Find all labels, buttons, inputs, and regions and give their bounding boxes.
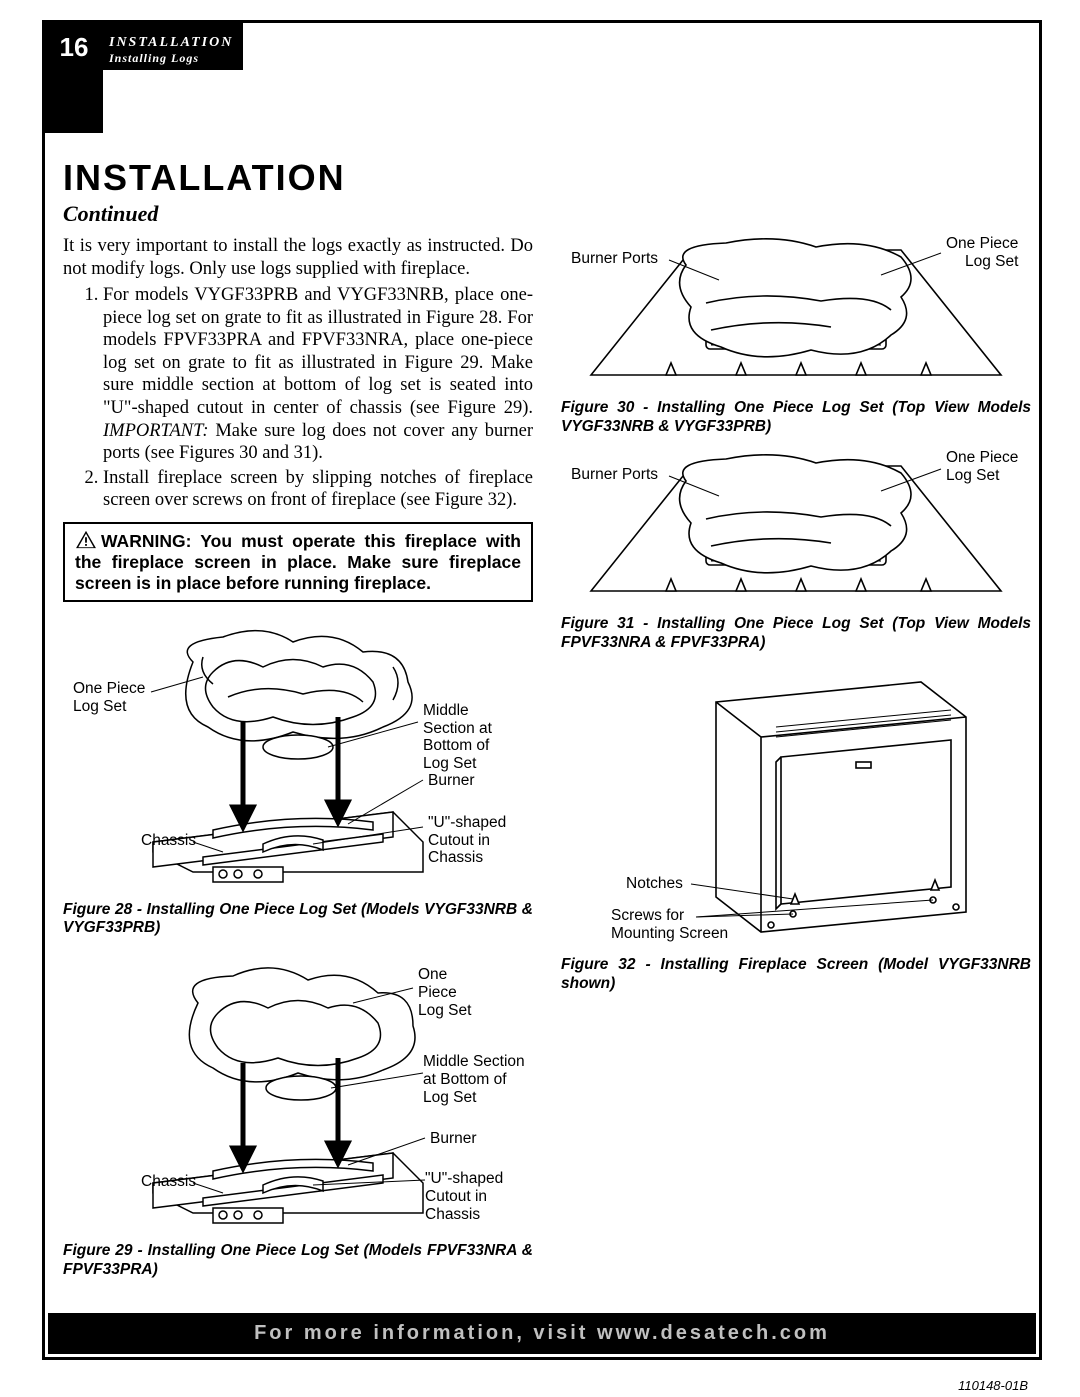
fig30-label-burnerports: Burner Ports	[571, 250, 658, 268]
page-number-block: 16	[45, 23, 103, 133]
fig31-label-burnerports: Burner Ports	[571, 466, 658, 484]
header-subsection: Installing Logs	[109, 51, 233, 66]
step-list: For models VYGF33PRB and VYGF33NRB, plac…	[63, 284, 533, 512]
fig28-label-ucut: "U"-shaped Cutout in Chassis	[428, 814, 506, 867]
fig29-label-chassis: Chassis	[141, 1173, 196, 1191]
figure-31-caption: Figure 31 - Installing One Piece Log Set…	[561, 615, 1031, 652]
figure-32-svg	[561, 662, 1031, 947]
figure-32-caption: Figure 32 - Installing Fireplace Screen …	[561, 956, 1031, 993]
fig32-label-notches: Notches	[626, 875, 683, 893]
fig29-label-onepiece: One Piece Log Set	[418, 966, 471, 1019]
left-column: It is very important to install the logs…	[63, 235, 533, 1279]
figure-28-caption: Figure 28 - Installing One Piece Log Set…	[63, 901, 533, 938]
step-2a: Install fireplace screen by slipping not…	[103, 468, 533, 511]
fig31-label-onepiece: One Piece Log Set	[946, 449, 1018, 485]
right-column: Burner Ports One Piece Log Set Figure 30…	[561, 235, 1031, 1279]
footer-bar: For more information, visit www.desatech…	[48, 1313, 1036, 1354]
fig30-label-onepiece: One Piece Log Set	[946, 235, 1018, 271]
intro-text: It is very important to install the logs…	[63, 235, 533, 280]
figure-32: Notches Screws for Mounting Screen	[561, 662, 1031, 952]
header-section: INSTALLATION	[109, 35, 233, 51]
step-1b: IMPORTANT:	[103, 421, 209, 441]
figure-29: One Piece Log Set Middle Section at Bott…	[63, 948, 533, 1238]
fig32-label-screws: Screws for Mounting Screen	[611, 907, 728, 943]
step-1a: For models VYGF33PRB and VYGF33NRB, plac…	[103, 285, 533, 418]
warning-box: WARNING: You must operate this fireplace…	[63, 522, 533, 602]
figure-28: One Piece Log Set Middle Section at Bott…	[63, 612, 533, 897]
fig28-label-burner: Burner	[428, 772, 475, 790]
continued-label: Continued	[63, 201, 1039, 227]
content-columns: It is very important to install the logs…	[45, 235, 1039, 1279]
fig28-label-chassis: Chassis	[141, 832, 196, 850]
figure-31: Burner Ports One Piece Log Set	[561, 446, 1031, 611]
fig29-label-ucut: "U"-shaped Cutout in Chassis	[425, 1170, 503, 1223]
warning-text: WARNING: You must operate this fireplace…	[75, 531, 521, 593]
figure-30: Burner Ports One Piece Log Set	[561, 235, 1031, 395]
step-1: For models VYGF33PRB and VYGF33NRB, plac…	[103, 284, 533, 465]
figure-30-caption: Figure 30 - Installing One Piece Log Set…	[561, 399, 1031, 436]
fig28-label-onepiece: One Piece Log Set	[73, 680, 145, 716]
warning-icon	[75, 530, 97, 549]
header: 16 INSTALLATION Installing Logs	[45, 23, 1039, 133]
fig29-label-middle: Middle Section at Bottom of Log Set	[423, 1053, 525, 1106]
step-2: Install fireplace screen by slipping not…	[103, 467, 533, 512]
page-number: 16	[45, 23, 103, 71]
fig28-label-middle: Middle Section at Bottom of Log Set	[423, 702, 492, 773]
header-text: INSTALLATION Installing Logs	[103, 23, 243, 133]
document-number: 110148-01B	[958, 1378, 1028, 1393]
fig29-label-burner: Burner	[430, 1130, 477, 1148]
page: 16 INSTALLATION Installing Logs INSTALLA…	[42, 20, 1042, 1360]
page-title: INSTALLATION	[63, 157, 1039, 199]
figure-29-caption: Figure 29 - Installing One Piece Log Set…	[63, 1242, 533, 1279]
